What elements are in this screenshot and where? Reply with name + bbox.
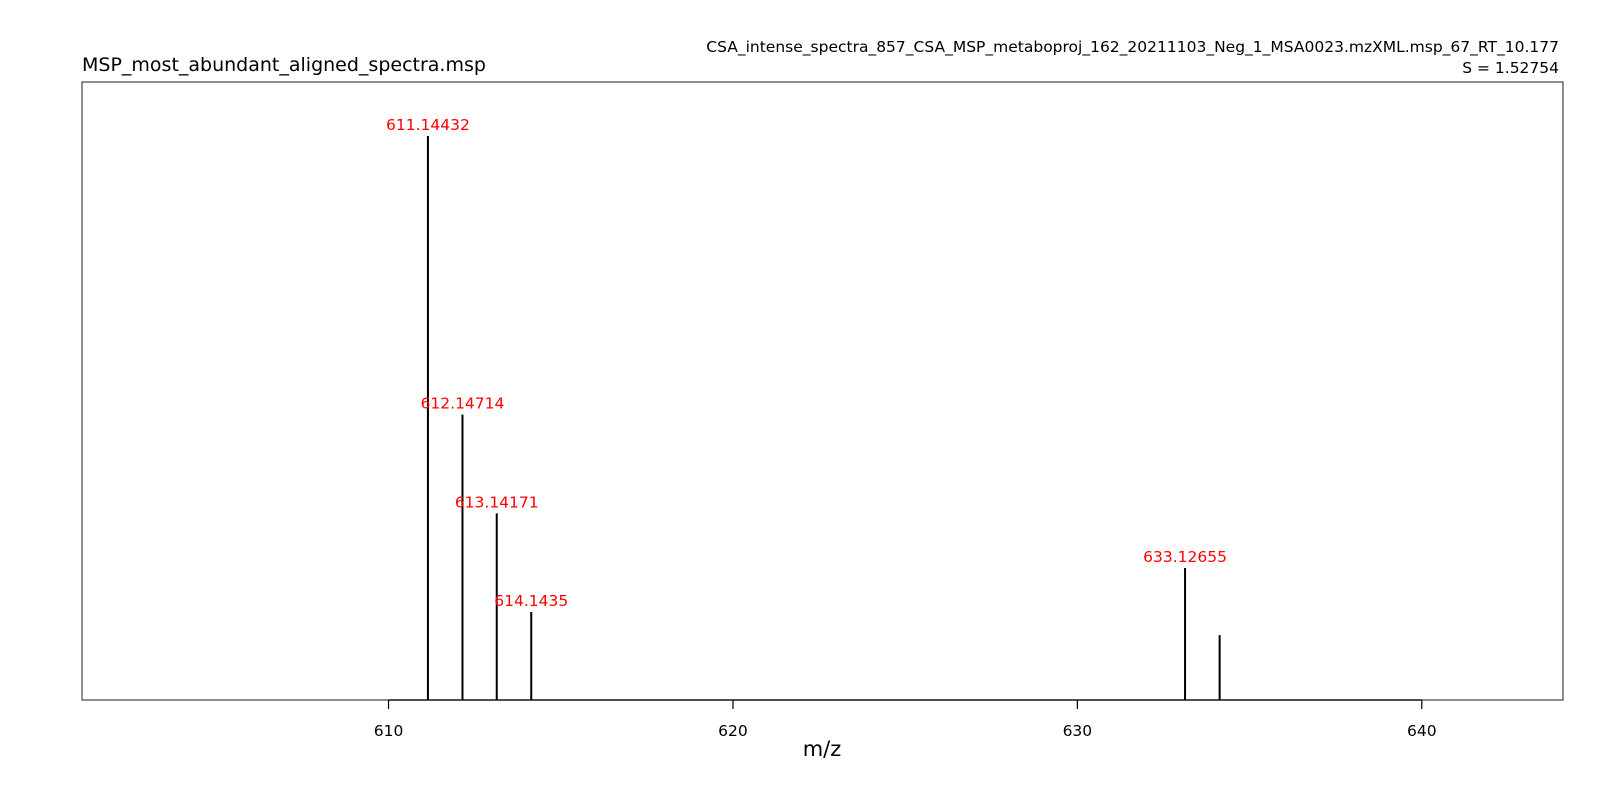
- peak-label-2: 613.14171: [455, 493, 539, 511]
- chart-title: MSP_most_abundant_aligned_spectra.msp: [82, 54, 486, 76]
- peak-label-1: 612.14714: [421, 395, 505, 413]
- x-axis: 610 620 630 640: [374, 699, 1437, 740]
- chart-subtitle: CSA_intense_spectra_857_CSA_MSP_metabopr…: [706, 38, 1559, 56]
- x-tick-label-0: 610: [374, 722, 404, 740]
- plot-frame: [81, 81, 1564, 701]
- score-label: S = 1.52754: [1462, 59, 1559, 77]
- peak-label-3: 614.1435: [494, 592, 568, 610]
- x-tick-label-1: 620: [718, 722, 748, 740]
- peak-label-4: 633.12655: [1143, 548, 1227, 566]
- x-tick-label-2: 630: [1063, 722, 1093, 740]
- x-axis-label: m/z: [803, 737, 842, 761]
- peak-label-0: 611.14432: [386, 116, 470, 134]
- chart-subtitle-block: CSA_intense_spectra_857_CSA_MSP_metabopr…: [706, 37, 1559, 79]
- peaks-layer: [426, 136, 1221, 700]
- x-tick-label-3: 640: [1407, 722, 1437, 740]
- peak-labels-layer: 611.14432 612.14714 613.14171 614.1435 633.1…: [386, 116, 1227, 610]
